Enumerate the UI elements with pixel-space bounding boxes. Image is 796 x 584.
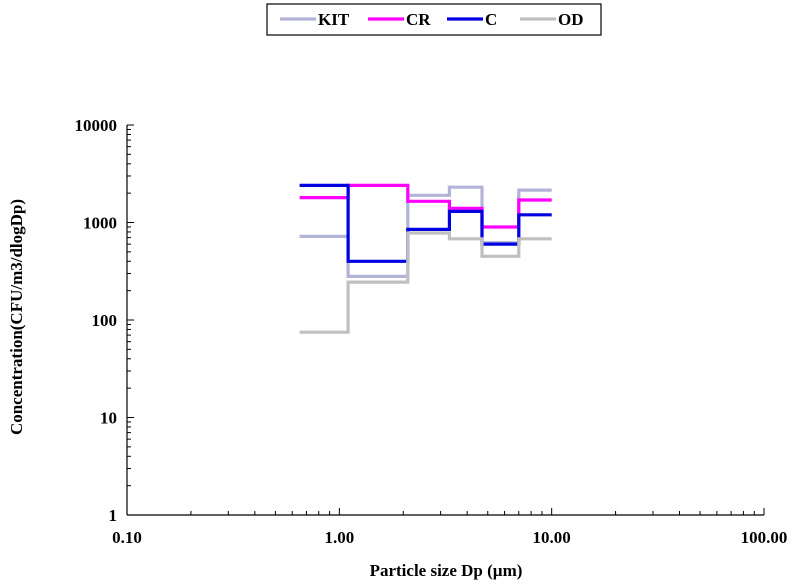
y-tick-label: 10000 bbox=[75, 116, 118, 135]
x-tick-label: 0.10 bbox=[112, 528, 142, 547]
legend: KIT CR C OD bbox=[266, 3, 602, 36]
legend-label-kit: KIT bbox=[318, 10, 350, 29]
y-axis-title: Concentration(CFU/m3/dlogDp) bbox=[7, 199, 26, 435]
y-tick-label: 100 bbox=[92, 311, 118, 330]
series-line-od bbox=[299, 231, 552, 334]
x-tick-label: 100.00 bbox=[741, 528, 788, 547]
series-layer bbox=[299, 183, 552, 334]
y-tick-label: 10 bbox=[100, 409, 117, 428]
legend-label-od: OD bbox=[558, 10, 584, 29]
series-line-cr bbox=[299, 183, 552, 229]
legend-label-cr: CR bbox=[406, 10, 431, 29]
x-axis-title: Particle size Dp (µm) bbox=[370, 561, 523, 580]
axes: 0.10 1.00 10.00 100.00 1 10 100 1000 10000 bbox=[75, 116, 788, 547]
legend-label-c: C bbox=[485, 10, 497, 29]
y-tick-label: 1 bbox=[109, 506, 118, 525]
x-tick-label: 1.00 bbox=[324, 528, 354, 547]
x-tick-label: 10.00 bbox=[533, 528, 571, 547]
y-tick-label: 1000 bbox=[83, 214, 117, 233]
